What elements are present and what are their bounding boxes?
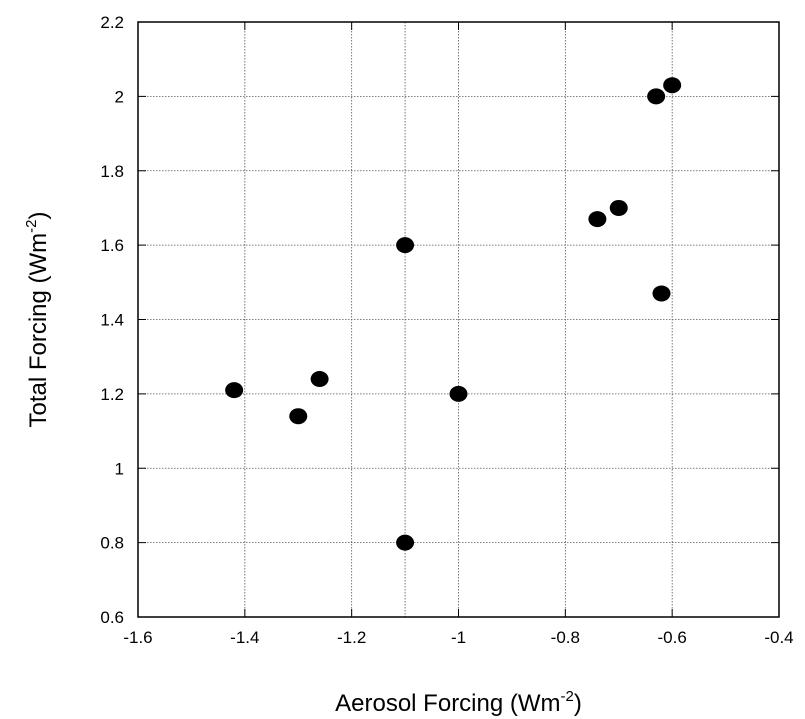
data-point	[663, 77, 682, 94]
data-point	[396, 237, 415, 254]
x-tick-label: -0.6	[658, 628, 687, 647]
x-axis-title: Aerosol Forcing (Wm-2)	[335, 688, 582, 717]
x-tick-label: -1.4	[230, 628, 259, 647]
grid	[138, 22, 779, 617]
y-tick-label: 2	[115, 87, 124, 106]
data-point	[647, 88, 666, 105]
data-points	[225, 77, 682, 551]
x-tick-label: -1	[451, 628, 466, 647]
data-point	[310, 371, 329, 387]
x-tick-label: -1.2	[337, 628, 366, 647]
y-tick-label: 1.8	[100, 162, 124, 181]
data-point	[289, 408, 308, 425]
y-tick-label: 1	[115, 459, 124, 478]
y-tick-label: 1.2	[100, 385, 124, 404]
y-axis-title: Total Forcing (Wm-2)	[23, 211, 52, 427]
x-tick-label: -0.8	[551, 628, 580, 647]
x-tick-label: -1.6	[123, 628, 152, 647]
y-tick-label: 1.6	[100, 236, 124, 255]
x-tick-label: -0.4	[764, 628, 793, 647]
data-point	[609, 199, 628, 216]
y-tick-label: 0.6	[100, 608, 124, 627]
axis-ticks: -1.6 -1.4 -1.2 -1 -0.8 -0.6 -0.4 0.6 0.8 1 1.2 1.4 1…	[100, 13, 793, 647]
data-point	[588, 211, 607, 228]
y-tick-label: 1.4	[100, 311, 124, 330]
y-tick-label: 2.2	[100, 13, 124, 32]
data-point	[396, 534, 415, 551]
y-tick-label: 0.8	[100, 534, 124, 553]
data-point	[225, 382, 244, 399]
data-point	[652, 285, 671, 302]
data-point	[449, 385, 468, 402]
